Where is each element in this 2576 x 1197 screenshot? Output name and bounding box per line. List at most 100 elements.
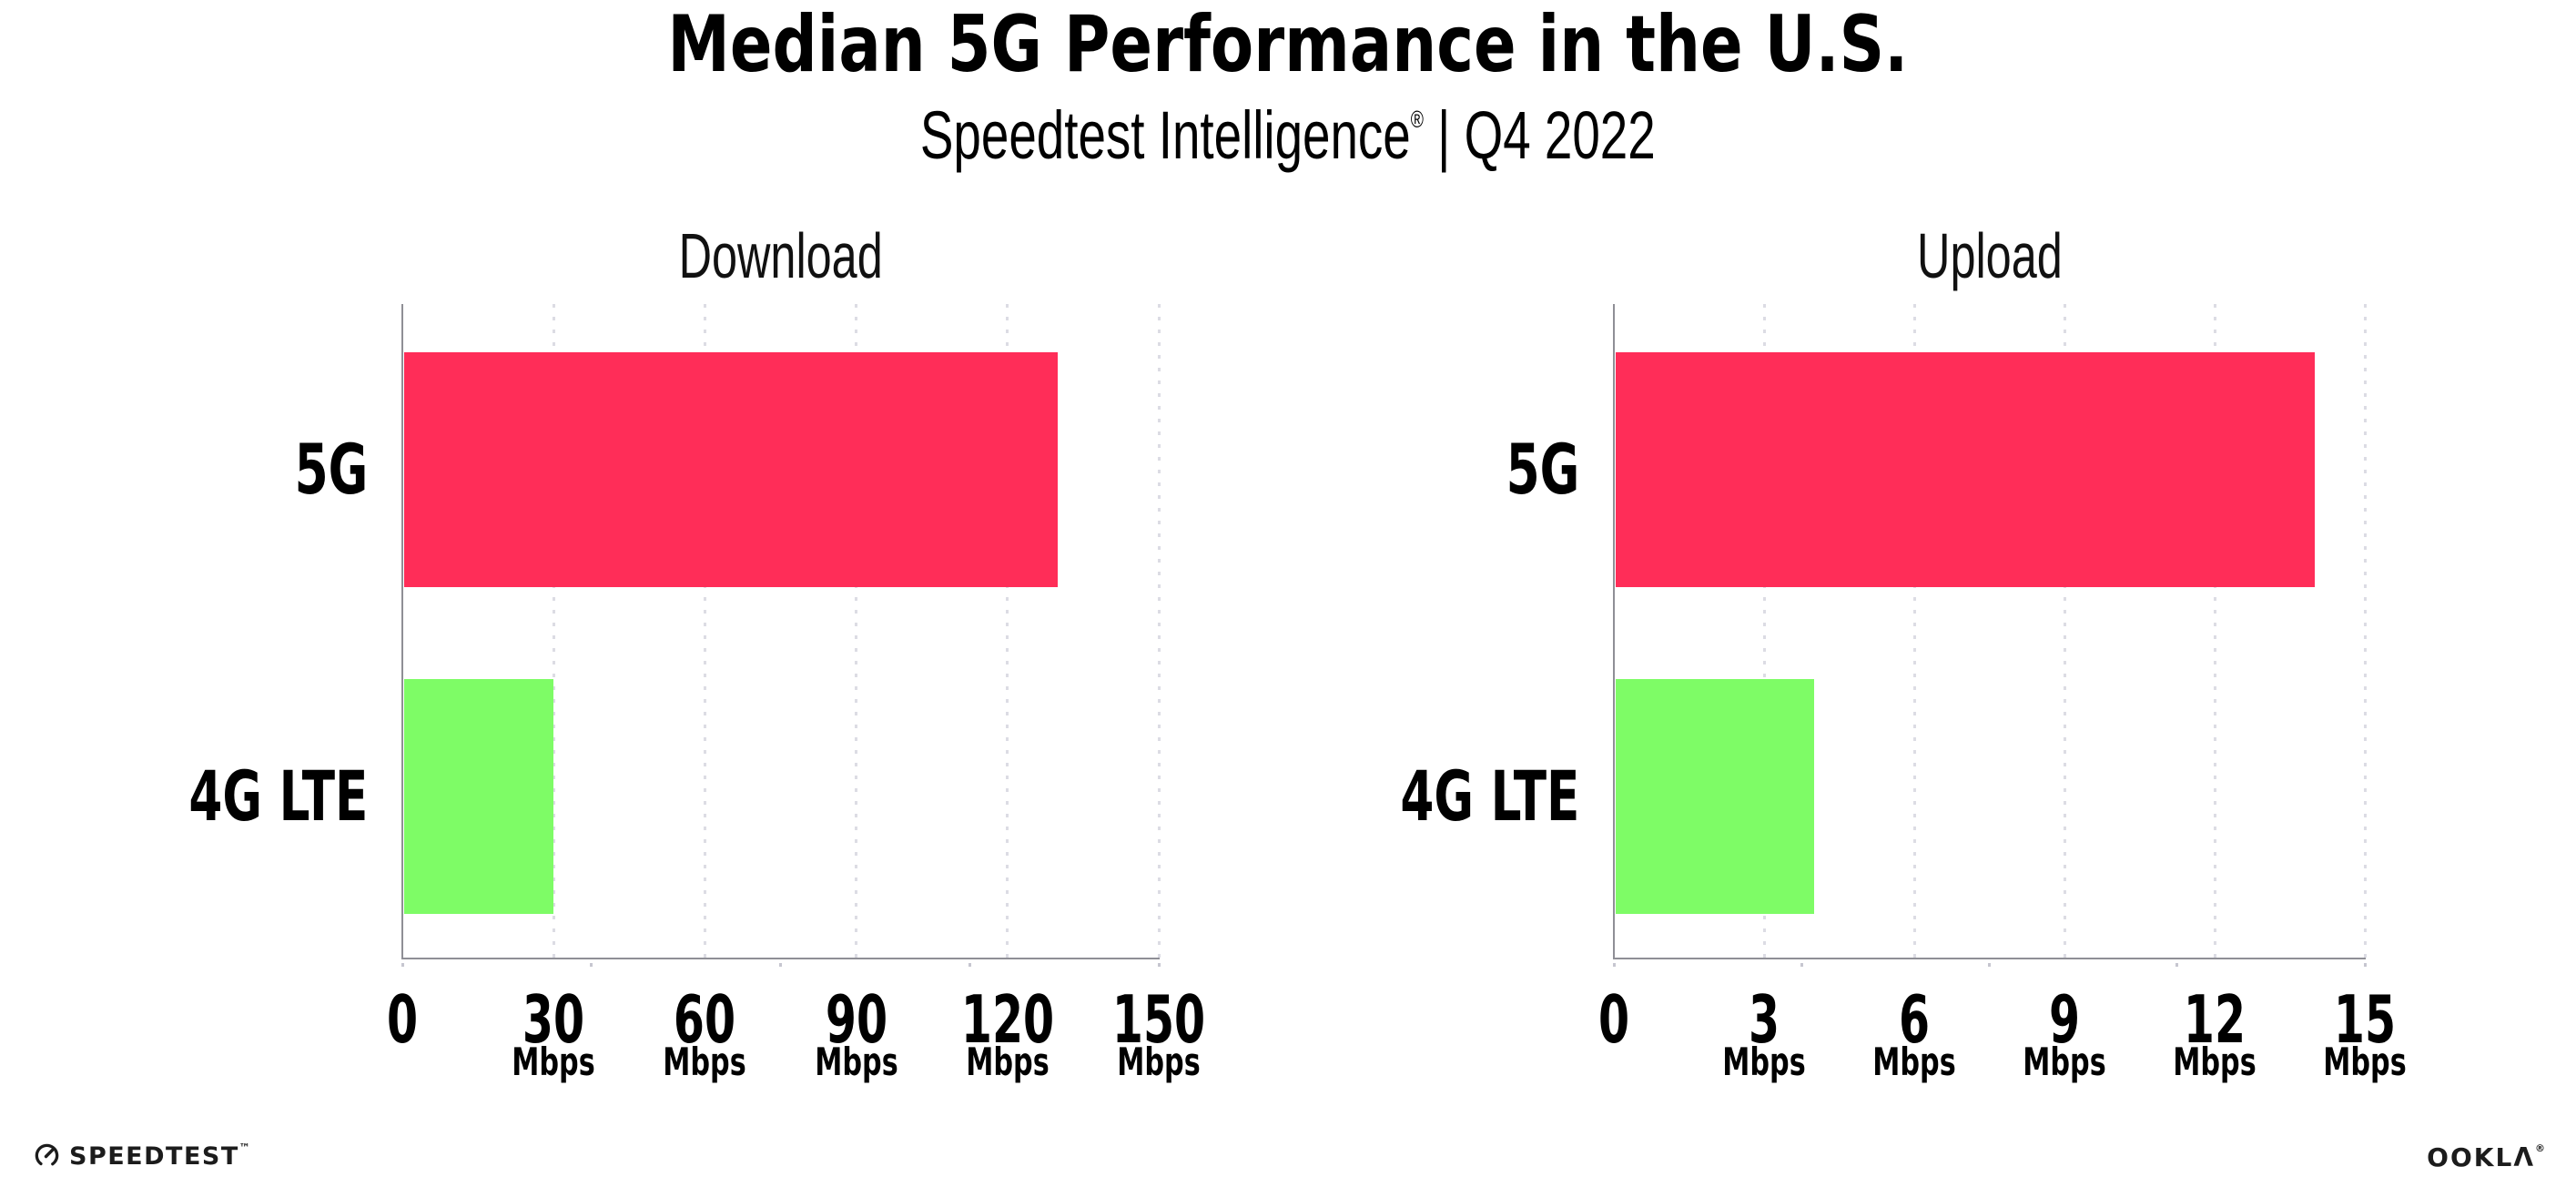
tick-label: 60: [659, 987, 750, 1052]
category-label-text: 5G: [294, 429, 368, 510]
trademark-symbol: ™: [238, 1141, 250, 1154]
download-chart: Download 0 30 Mbps 60 Mbps 90 Mbps 120 Mbps 150 Mbp…: [188, 224, 1205, 1081]
gridline: [1006, 304, 1009, 959]
category-label: 5G: [1475, 352, 1579, 587]
category-label-text: 4G LTE: [188, 756, 368, 837]
tick-label: 15: [2319, 987, 2410, 1052]
gridline: [2363, 304, 2367, 959]
axis-tick: [2363, 963, 2367, 967]
tick-unit-label: Mbps: [2307, 1043, 2423, 1081]
tick-label-text: 150: [1111, 981, 1206, 1058]
tick-unit-text: Mbps: [1722, 1040, 1806, 1084]
axis-tick: [590, 963, 593, 967]
tick-label-text: 9: [2048, 981, 2081, 1058]
tick-label: 150: [1090, 987, 1227, 1052]
chart-title-text: Download: [678, 220, 883, 291]
tick-label: 0: [380, 987, 425, 1052]
tick-unit-text: Mbps: [814, 1040, 898, 1084]
speedtest-wordmark: SPEEDTEST™: [69, 1142, 250, 1169]
tick-unit-label: Mbps: [798, 1043, 914, 1081]
tick-label: 90: [810, 987, 901, 1052]
gauge-icon: [35, 1143, 59, 1168]
tick-label-text: 0: [386, 981, 419, 1058]
axis-tick: [1800, 963, 1803, 967]
chart-title-text: Upload: [1916, 220, 2063, 291]
tick-unit-label: Mbps: [647, 1043, 763, 1081]
category-label: 4G LTE: [112, 679, 368, 914]
tick-label-text: 12: [2183, 981, 2246, 1058]
tick-unit-text: Mbps: [1117, 1040, 1201, 1084]
tick-label: 6: [1891, 987, 1937, 1052]
bar-4g-lte: [1616, 679, 1814, 914]
tick-unit-label: Mbps: [496, 1043, 612, 1081]
tick-label-text: 6: [1898, 981, 1931, 1058]
tick-label: 120: [939, 987, 1076, 1052]
tick-label: 9: [2042, 987, 2087, 1052]
page-subtitle-text: Speedtest Intelligence® | Q4 2022: [920, 102, 1656, 169]
subtitle-brand: Speedtest Intelligence: [920, 97, 1411, 173]
tick-unit-text: Mbps: [2173, 1040, 2257, 1084]
tick-unit-text: Mbps: [966, 1040, 1050, 1084]
subtitle-period: | Q4 2022: [1424, 97, 1656, 173]
gridline: [1157, 304, 1161, 959]
tick-unit-label: Mbps: [1857, 1043, 1973, 1081]
gridline: [1762, 304, 1766, 959]
tick-unit-text: Mbps: [2323, 1040, 2407, 1084]
category-label-text: 5G: [1506, 429, 1579, 510]
registered-mark: ®: [1410, 106, 1425, 133]
gridline: [855, 304, 858, 959]
page-title: Median 5G Performance in the U.S.: [0, 5, 2576, 84]
tick-label-text: 3: [1748, 981, 1780, 1058]
bar-5g: [1616, 352, 2315, 587]
axis-tick: [968, 963, 971, 967]
gridline: [1912, 304, 1916, 959]
y-axis-line: [401, 304, 403, 959]
tick-label-text: 60: [674, 981, 736, 1058]
category-label: 4G LTE: [1323, 679, 1579, 914]
gridline: [552, 304, 555, 959]
category-label: 5G: [263, 352, 368, 587]
speedtest-label: SPEEDTEST: [69, 1142, 239, 1171]
bar-4g-lte: [404, 679, 554, 914]
tick-label-text: 15: [2333, 981, 2397, 1058]
tick-label-text: 120: [960, 981, 1054, 1058]
page-subtitle: Speedtest Intelligence® | Q4 2022: [0, 102, 2576, 169]
tick-label-text: 90: [825, 981, 887, 1058]
upload-chart: Upload 0 3 Mbps 6 Mbps 9 Mbps 12 Mbps 15 Mbps 5G 4G L…: [1400, 224, 2407, 1081]
gridline: [2213, 304, 2216, 959]
category-label-text: 4G LTE: [1400, 756, 1579, 837]
tick-label: 0: [1591, 987, 1637, 1052]
axis-tick: [1988, 963, 1991, 967]
chart-title: Upload: [1614, 224, 2365, 288]
axis-tick: [401, 963, 404, 967]
tick-label-text: 30: [522, 981, 585, 1058]
y-axis-line: [1613, 304, 1615, 959]
bar-5g: [404, 352, 1059, 587]
speedtest-logo: SPEEDTEST™: [33, 1141, 250, 1170]
gridline: [2063, 304, 2066, 959]
tick-unit-text: Mbps: [512, 1040, 595, 1084]
tick-label: 30: [508, 987, 599, 1052]
tick-unit-label: Mbps: [1101, 1043, 1217, 1081]
tick-unit-label: Mbps: [1707, 1043, 1822, 1081]
tick-unit-text: Mbps: [663, 1040, 747, 1084]
ookla-logo: OOKLΛ®: [2427, 1143, 2545, 1171]
ookla-wordmark: OOKLΛ: [2427, 1142, 2535, 1172]
tick-unit-label: Mbps: [2157, 1043, 2273, 1081]
tick-unit-text: Mbps: [1872, 1040, 1956, 1084]
tick-label: 12: [2169, 987, 2260, 1052]
axis-tick: [1612, 963, 1616, 967]
ookla-registered-mark: ®: [2535, 1142, 2545, 1154]
tick-unit-label: Mbps: [2007, 1043, 2123, 1081]
tick-unit-label: Mbps: [949, 1043, 1065, 1081]
gridline: [703, 304, 706, 959]
axis-tick: [779, 963, 782, 967]
tick-unit-text: Mbps: [2023, 1040, 2106, 1084]
axis-tick: [2175, 963, 2179, 967]
x-axis-line: [1613, 958, 2366, 959]
tick-label-text: 0: [1597, 981, 1630, 1058]
header: Median 5G Performance in the U.S. Speedt…: [0, 0, 2576, 169]
axis-tick: [1157, 963, 1161, 967]
x-axis-line: [401, 958, 1160, 959]
